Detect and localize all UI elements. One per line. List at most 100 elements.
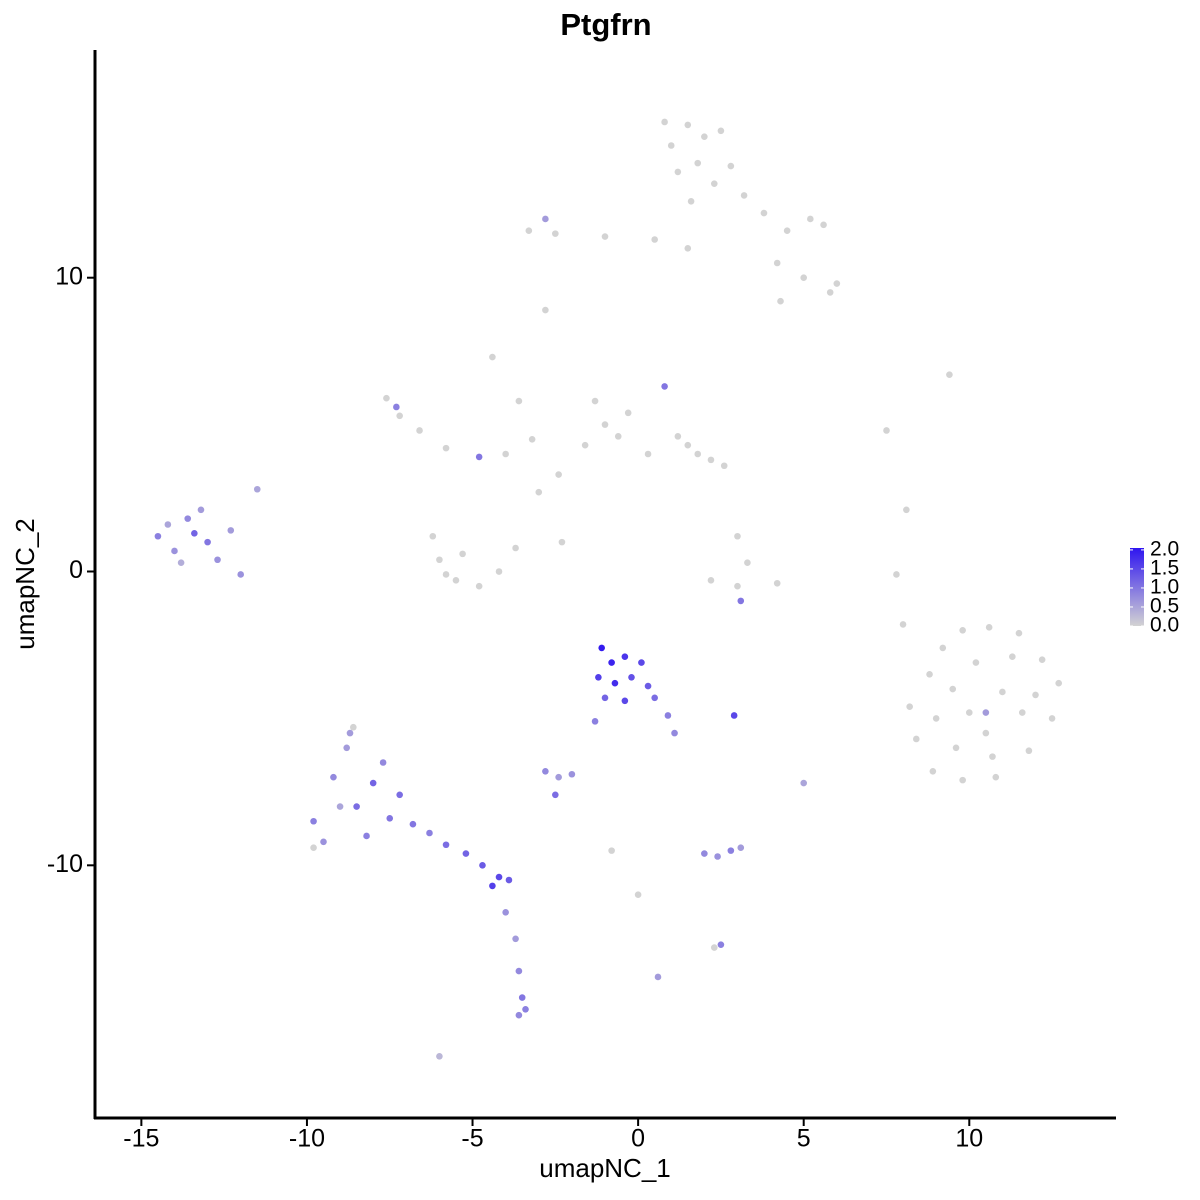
point (336, 803, 344, 810)
point (661, 118, 668, 126)
point (522, 1005, 529, 1013)
colorbar-label: 0.5 (1150, 595, 1179, 618)
point (591, 718, 599, 725)
point (542, 306, 549, 314)
point (674, 168, 682, 176)
point (654, 973, 662, 981)
point (346, 729, 354, 737)
point (644, 450, 652, 458)
point (820, 221, 827, 229)
point (197, 506, 205, 514)
point (595, 673, 602, 681)
y-tick-label: -10 (47, 850, 83, 878)
point (651, 694, 658, 702)
point (714, 853, 721, 860)
point (773, 579, 781, 587)
y-tick-label: 0 (69, 556, 83, 584)
point (710, 944, 718, 951)
point (442, 841, 450, 849)
point (363, 832, 370, 840)
point (383, 394, 390, 402)
point (581, 441, 589, 449)
point (528, 435, 536, 443)
point (475, 453, 483, 461)
point (591, 397, 599, 405)
point (701, 850, 708, 857)
point (601, 421, 609, 428)
point (601, 694, 609, 702)
colorbar-label: 1.0 (1150, 575, 1179, 598)
point (320, 838, 327, 846)
point (661, 383, 668, 390)
point (783, 227, 791, 234)
point (1015, 629, 1023, 637)
point (489, 882, 496, 890)
point (416, 427, 423, 434)
point (253, 485, 261, 493)
point (929, 768, 937, 775)
point (353, 803, 360, 810)
point (883, 427, 890, 434)
point (558, 538, 566, 546)
point (191, 530, 198, 537)
point (992, 773, 1000, 781)
point (744, 559, 751, 566)
point (227, 527, 235, 534)
point (737, 844, 745, 851)
y-axis-label: umapNC_2 (10, 518, 40, 650)
point (667, 142, 675, 149)
point (710, 180, 718, 187)
point (535, 488, 543, 496)
points (154, 118, 1063, 1060)
point (552, 230, 559, 237)
colorbar (1130, 548, 1144, 626)
point (807, 215, 814, 223)
point (555, 773, 562, 781)
point (912, 735, 920, 743)
point (727, 847, 735, 854)
point (773, 259, 781, 267)
point (740, 192, 748, 199)
point (495, 873, 503, 881)
point (734, 532, 741, 540)
point (386, 815, 394, 822)
point (826, 289, 834, 296)
point (608, 847, 615, 854)
x-tick-label: 5 (797, 1125, 811, 1153)
point (720, 462, 728, 470)
point (952, 744, 960, 752)
point (542, 768, 549, 775)
x-tick-label: 10 (955, 1125, 983, 1153)
point (684, 441, 692, 449)
point (171, 547, 178, 555)
point (512, 935, 519, 943)
point (542, 215, 549, 223)
point (949, 685, 957, 693)
point (664, 712, 672, 719)
point (939, 644, 947, 652)
point (429, 532, 437, 540)
point (638, 659, 645, 666)
point (737, 597, 745, 605)
point (164, 521, 172, 528)
point (436, 556, 443, 564)
point (1025, 747, 1033, 755)
colorbar-label: 0.0 (1150, 614, 1179, 637)
point (684, 245, 692, 252)
point (436, 1052, 443, 1060)
point (442, 571, 450, 578)
x-tick-label: -5 (461, 1125, 483, 1153)
point (1032, 691, 1039, 699)
point (717, 941, 725, 948)
point (1055, 679, 1063, 687)
point (552, 791, 559, 799)
point (906, 703, 913, 710)
point (684, 121, 692, 129)
point (985, 624, 993, 631)
point (502, 450, 509, 458)
point (495, 568, 503, 575)
point (310, 844, 317, 851)
point (525, 227, 533, 234)
point (310, 817, 317, 825)
